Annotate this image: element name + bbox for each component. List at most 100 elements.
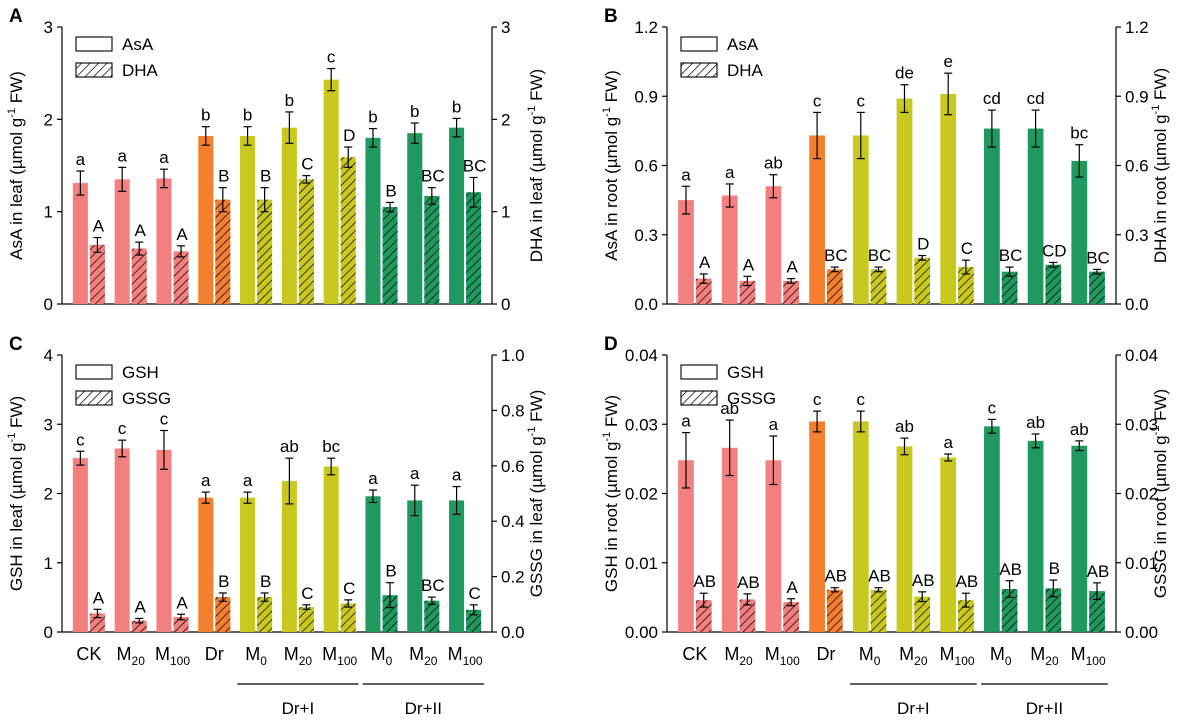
- sig-letter-gssg: A: [176, 593, 188, 612]
- y-tick-label-right: 0.9: [1125, 87, 1149, 106]
- bar-gsh: [240, 497, 256, 632]
- y-tick-label-left: 0: [44, 623, 53, 642]
- panel-A: A 0 1 2 3 0 1 2 3 AsA in leaf (µmol g-1 FW) DHA in…: [6, 6, 546, 314]
- bar-dha-hatch: [1045, 264, 1062, 304]
- bar-gsh: [721, 447, 738, 632]
- bar-gsh: [678, 460, 694, 632]
- bar-dha-hatch: [382, 207, 398, 304]
- bar-gsh: [1027, 440, 1044, 632]
- bar-gsh: [72, 458, 88, 632]
- x-tick-label: M20: [1030, 644, 1059, 668]
- y-tick-label-right: 0.4: [501, 512, 525, 531]
- sig-letter-gsh: c: [76, 430, 85, 449]
- bar-asa: [678, 200, 694, 304]
- legend: AsA DHA: [75, 35, 159, 80]
- y-tick-label-right: 0: [501, 295, 510, 314]
- y-tick-label-right: 0.0: [1125, 295, 1149, 314]
- sig-letter-dha: C: [961, 239, 973, 258]
- x-tick-label: CK: [682, 644, 707, 664]
- legend-label-dha: DHA: [122, 61, 159, 80]
- sig-letter-gsh: a: [243, 471, 253, 490]
- bar-gssg-hatch: [131, 620, 147, 632]
- x-tick-label: M20: [117, 644, 146, 668]
- sig-letter-gssg: AB: [912, 571, 935, 590]
- y-tick-label-left: 0.3: [634, 226, 658, 245]
- sig-letter-gssg: B: [1049, 559, 1060, 578]
- sig-letter-gsh: a: [410, 464, 420, 483]
- y-axis-title-left: AsA in root (µmol g-1 FW): [601, 70, 621, 261]
- y-axis-title-right: DHA in root (µmol g-1 FW): [1150, 68, 1170, 263]
- bar-gssg-hatch: [914, 596, 931, 632]
- sig-letter-gsh: c: [857, 390, 866, 409]
- sig-letter-dha: B: [218, 167, 229, 186]
- sig-letter-gssg: AB: [956, 572, 979, 591]
- sig-letter-dha: CD: [1042, 241, 1067, 260]
- legend-swatch-dha: [75, 62, 113, 78]
- sig-letter-gssg: B: [218, 572, 229, 591]
- bar-gsh: [940, 457, 957, 632]
- bar-gssg-hatch: [215, 597, 231, 632]
- sig-letter-dha: BC: [868, 246, 892, 265]
- sig-letter-gssg: A: [93, 588, 105, 607]
- bar-gsh: [852, 421, 869, 632]
- y-tick-label-right: 0.02: [1125, 485, 1158, 504]
- y-tick-label-left: 1: [44, 203, 53, 222]
- bar-dha-hatch: [739, 280, 756, 304]
- sig-letter-asa: a: [117, 146, 127, 165]
- bar-gsh: [114, 448, 130, 632]
- bar-asa: [114, 179, 130, 304]
- bar-asa: [449, 127, 465, 304]
- y-tick-label-right: 1.0: [501, 346, 525, 365]
- bar-gssg-hatch: [783, 602, 799, 632]
- y-tick-label-left: 0.03: [625, 415, 658, 434]
- sig-letter-gssg: C: [301, 584, 313, 603]
- y-axis-title-left: AsA in leaf (µmol g-1 FW): [6, 71, 26, 260]
- sig-letter-gssg: A: [786, 578, 798, 597]
- bar-gsh: [156, 449, 172, 632]
- legend-label-asa: AsA: [122, 35, 154, 54]
- sig-letter-gssg: C: [468, 584, 480, 603]
- bar-asa: [852, 135, 869, 304]
- panel-letter-D: D: [604, 334, 618, 355]
- sig-letter-asa: b: [243, 106, 252, 125]
- y-tick-label-left: 0.00: [625, 623, 658, 642]
- sig-letter-gsh: c: [160, 409, 169, 428]
- bar-asa: [940, 93, 957, 304]
- bar-dha-hatch: [695, 278, 712, 304]
- y-tick-label-left: 1.2: [634, 18, 658, 37]
- legend-swatch-asa: [680, 36, 718, 52]
- bar-gssg-hatch: [298, 607, 314, 632]
- bar-dha-hatch: [298, 179, 314, 304]
- legend-swatch-gsh: [75, 364, 113, 380]
- x-tick-label: M0: [245, 644, 267, 668]
- bar-gsh: [365, 496, 381, 632]
- bar-asa: [323, 79, 339, 304]
- y-tick-label-left: 2: [44, 110, 53, 129]
- bar-dha-hatch: [424, 195, 440, 304]
- bar-dha-hatch: [826, 269, 843, 304]
- x-tick-label: M100: [155, 644, 190, 668]
- x-tick-label: M20: [284, 644, 313, 668]
- bar-gssg-hatch: [958, 600, 974, 632]
- sig-letter-asa: e: [943, 52, 952, 71]
- y-tick-label-left: 1: [44, 554, 53, 573]
- legend-swatch-gsh: [680, 364, 718, 380]
- bar-dha-hatch: [173, 251, 189, 304]
- sig-letter-gssg: C: [343, 579, 355, 598]
- sig-letter-gsh: ab: [1070, 420, 1089, 439]
- y-tick-label-right: 1: [501, 203, 510, 222]
- bar-gssg-hatch: [1045, 588, 1062, 632]
- y-tick-label-right: 0.03: [1125, 415, 1158, 434]
- legend: AsA DHA: [680, 35, 764, 80]
- sig-letter-asa: c: [813, 91, 822, 110]
- bar-asa: [365, 137, 381, 304]
- bar-gsh: [1071, 445, 1088, 632]
- bar-dha-hatch: [257, 199, 273, 304]
- x-tick-label: M20: [899, 644, 928, 668]
- x-tick-label: M100: [1071, 644, 1106, 668]
- y-tick-label-right: 0.6: [501, 457, 525, 476]
- y-tick-label-left: 0.0: [634, 295, 658, 314]
- bar-dha-hatch: [958, 267, 974, 304]
- sig-letter-dha: BC: [463, 157, 487, 176]
